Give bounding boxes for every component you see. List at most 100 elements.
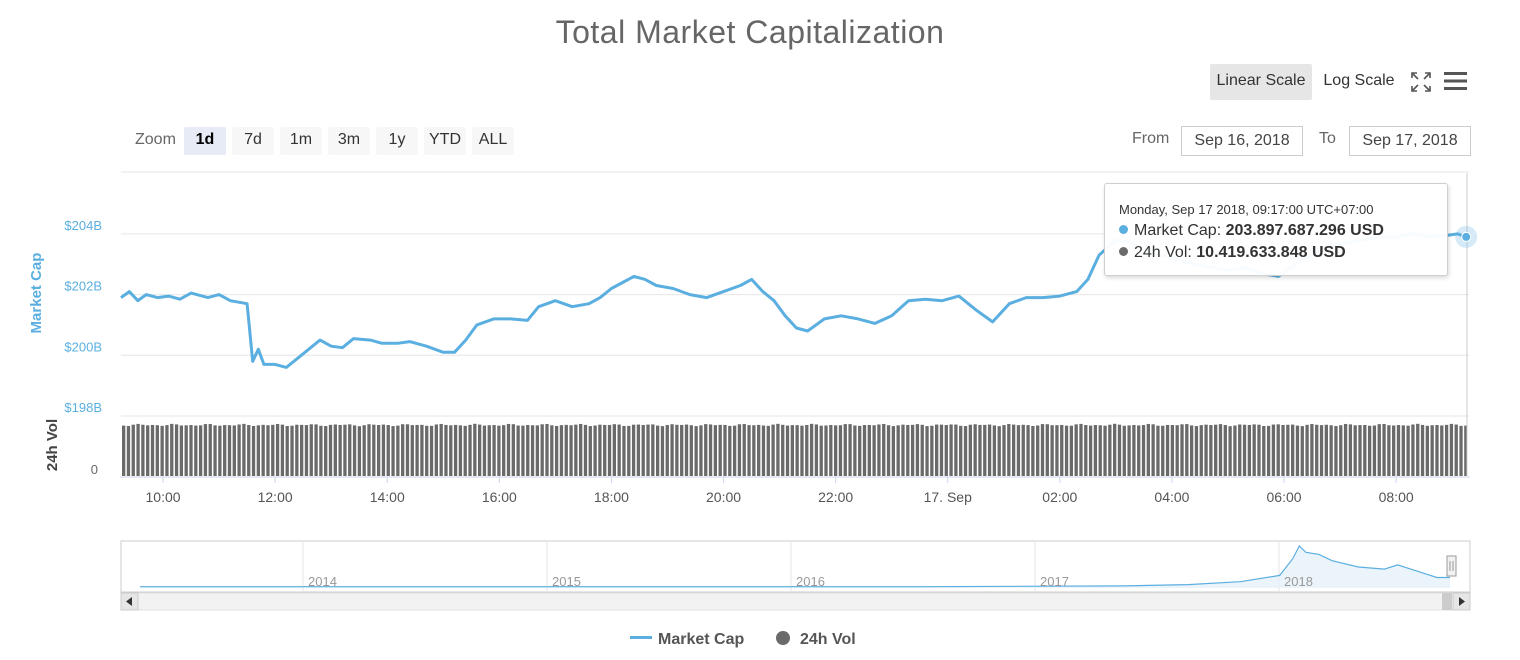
- volume-bar: [506, 423, 511, 476]
- volume-bar: [126, 425, 131, 476]
- volume-bar: [218, 425, 222, 476]
- scrollbar[interactable]: [120, 592, 1471, 611]
- volume-bar: [1440, 425, 1444, 476]
- x-axis-ticks: 10:00 12:00 14:00 16:00 18:00 20:00 22:00 17. S…: [146, 477, 1414, 505]
- volume-bar: [160, 425, 164, 476]
- scrollbar-track[interactable]: [120, 592, 1471, 611]
- volume-bar: [910, 424, 915, 476]
- volume-bar: [348, 424, 352, 476]
- from-date-input[interactable]: Sep 16, 2018: [1181, 126, 1303, 156]
- volume-bar: [1358, 425, 1362, 476]
- to-date-input[interactable]: Sep 17, 2018: [1349, 126, 1471, 156]
- volume-bar: [521, 425, 525, 476]
- volume-bar: [598, 424, 602, 476]
- volume-bar: [641, 425, 645, 476]
- volume-bar: [944, 425, 948, 476]
- volume-bar: [208, 424, 212, 476]
- volume-bar: [809, 423, 814, 476]
- legend-item-volume[interactable]: 24h Vol: [776, 631, 856, 649]
- volume-bar: [463, 425, 467, 476]
- volume-bar: [1223, 425, 1227, 476]
- volume-bar: [410, 425, 414, 476]
- volume-bar: [660, 426, 665, 476]
- y-tick-label: $200B: [64, 339, 102, 354]
- volume-bar: [266, 425, 270, 476]
- volume-bar: [1127, 425, 1131, 476]
- zoom-1d-button[interactable]: 1d: [184, 127, 226, 155]
- volume-bar: [458, 425, 463, 476]
- volume-bar: [1050, 425, 1054, 476]
- volume-bar: [1406, 425, 1410, 476]
- zoom-7d-button[interactable]: 7d: [232, 127, 274, 155]
- volume-bar: [194, 425, 198, 476]
- volume-bar: [901, 424, 905, 476]
- volume-dot-icon: [1119, 247, 1128, 256]
- zoom-3m-button[interactable]: 3m: [328, 127, 370, 155]
- volume-bar: [771, 424, 775, 476]
- linear-scale-button[interactable]: Linear Scale: [1210, 64, 1312, 100]
- volume-bar: [651, 424, 655, 476]
- volume-bar: [550, 425, 554, 476]
- legend-market-cap-label: Market Cap: [658, 631, 745, 648]
- volume-bar: [930, 425, 934, 476]
- volume-bar: [622, 425, 626, 476]
- volume-bar: [747, 425, 751, 476]
- legend-item-market-cap[interactable]: Market Cap: [630, 631, 744, 649]
- volume-bar: [877, 424, 881, 476]
- volume-bar: [429, 425, 434, 476]
- volume-bar: [237, 424, 241, 476]
- volume-bar: [247, 425, 251, 476]
- volume-bar: [766, 425, 770, 476]
- volume-bar: [1040, 424, 1045, 476]
- zoom-1m-button[interactable]: 1m: [280, 127, 322, 155]
- zoom-all-button[interactable]: ALL: [472, 127, 514, 155]
- volume-bar: [987, 424, 992, 476]
- volume-bar: [453, 424, 458, 476]
- volume-bar: [862, 425, 867, 476]
- fullscreen-icon[interactable]: [1410, 71, 1432, 93]
- volume-bar: [1377, 424, 1381, 476]
- volume-bar: [1103, 425, 1107, 476]
- volume-bar: [891, 426, 896, 476]
- zoom-ytd-button[interactable]: YTD: [424, 127, 466, 155]
- scrollbar-thumb[interactable]: [1442, 593, 1452, 610]
- volume-bar: [636, 424, 641, 476]
- volume-bar: [376, 425, 381, 476]
- volume-bar: [1069, 425, 1074, 476]
- volume-bar: [319, 425, 323, 476]
- volume-bar: [704, 424, 708, 476]
- volume-bar: [1305, 424, 1309, 476]
- volume-bar: [242, 423, 246, 476]
- volume-bar: [1199, 425, 1203, 476]
- volume-bar: [540, 424, 544, 476]
- navigator[interactable]: 2014 2015 2016 2017 2018: [120, 540, 1471, 593]
- volume-bar: [1353, 425, 1357, 476]
- volume-bar: [497, 425, 501, 476]
- volume-bar: [1382, 424, 1386, 476]
- zoom-1y-button[interactable]: 1y: [376, 127, 418, 155]
- volume-bar: [867, 424, 871, 476]
- volume-bar: [300, 424, 304, 476]
- volume-bar: [569, 425, 573, 476]
- volume-bar: [131, 424, 135, 476]
- volume-bar: [1165, 424, 1170, 476]
- scroll-left-arrow-icon: [126, 597, 132, 606]
- navigator-year-label: 2016: [796, 574, 825, 589]
- hamburger-menu-icon[interactable]: [1443, 70, 1469, 92]
- x-tick-label: 22:00: [818, 489, 853, 505]
- navigator-area: [140, 546, 1450, 588]
- volume-bar: [925, 426, 929, 476]
- log-scale-button[interactable]: Log Scale: [1323, 72, 1395, 89]
- volume-bar: [949, 424, 953, 476]
- volume-bar: [872, 425, 876, 476]
- navigator-handle[interactable]: [1446, 555, 1457, 577]
- volume-bar: [554, 425, 559, 476]
- volume-bar: [800, 425, 804, 476]
- volume-bar: [1271, 424, 1276, 476]
- volume-bar: [954, 424, 958, 476]
- volume-bar: [1315, 424, 1319, 476]
- volume-bar: [1117, 424, 1122, 476]
- from-label: From: [1132, 130, 1170, 147]
- volume-bar: [1396, 425, 1401, 476]
